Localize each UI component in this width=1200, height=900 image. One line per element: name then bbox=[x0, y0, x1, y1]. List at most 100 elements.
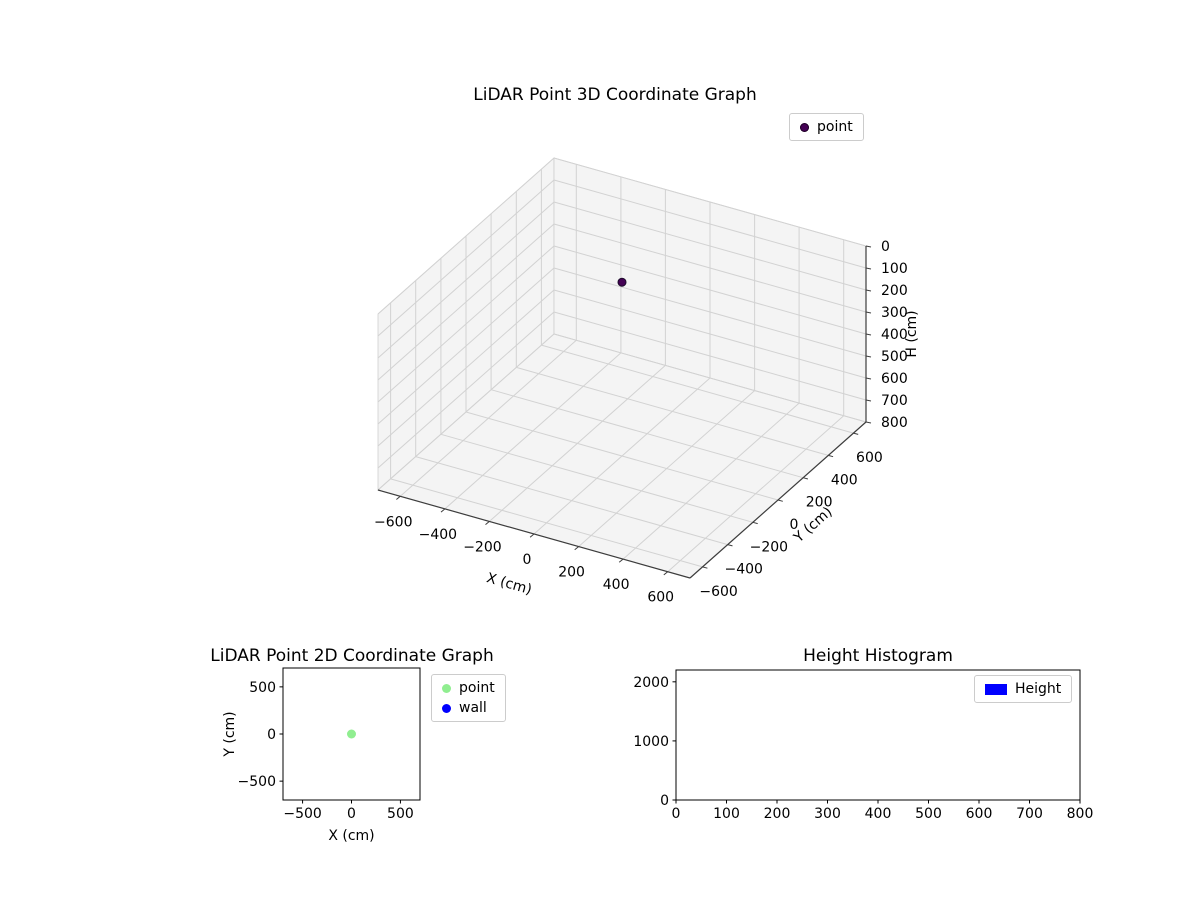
legend-2d: point wall bbox=[431, 674, 506, 722]
x-tick-label: 700 bbox=[1016, 806, 1043, 822]
data-point-2d bbox=[347, 729, 356, 739]
h-tick bbox=[865, 289, 872, 292]
grid-line-h bbox=[377, 157, 555, 315]
x-tick-label: 400 bbox=[865, 806, 892, 822]
point-marker-icon bbox=[800, 122, 809, 132]
hist-title: Height Histogram bbox=[803, 646, 953, 666]
y-tick-label: −500 bbox=[238, 774, 276, 790]
grid-line-y bbox=[390, 478, 703, 568]
point-marker-icon bbox=[442, 683, 451, 693]
x-axis-label: X (cm) bbox=[485, 570, 534, 598]
legend-label-wall-2d: wall bbox=[459, 700, 487, 716]
grid-line-y bbox=[465, 411, 779, 501]
x-tick bbox=[574, 546, 579, 551]
y-tick-label: 500 bbox=[249, 680, 276, 696]
x-tick-label: 0 bbox=[523, 552, 532, 568]
h-tick bbox=[865, 355, 872, 358]
grid-line-h bbox=[553, 289, 867, 379]
grid-line-h bbox=[377, 179, 555, 337]
h-tick-label: 400 bbox=[881, 327, 908, 343]
x-tick bbox=[529, 533, 535, 538]
x-tick bbox=[618, 558, 624, 563]
grid-line-h bbox=[553, 267, 867, 357]
legend-hist: Height bbox=[974, 675, 1073, 703]
h-tick-label: 600 bbox=[881, 371, 908, 387]
plot2d-title: LiDAR Point 2D Coordinate Graph bbox=[210, 646, 494, 666]
y-tick-label: 0 bbox=[660, 793, 669, 809]
x-tick bbox=[485, 521, 490, 525]
y-tick bbox=[752, 521, 758, 525]
x-tick bbox=[440, 508, 446, 513]
grid-line-h bbox=[377, 311, 555, 469]
h-tick-label: 500 bbox=[881, 349, 908, 365]
plot3d-title: LiDAR Point 3D Coordinate Graph bbox=[473, 85, 757, 105]
h-tick-label: 100 bbox=[881, 261, 908, 277]
grid-line-h bbox=[553, 157, 867, 247]
h-tick-label: 300 bbox=[881, 305, 908, 321]
x-tick-label: 0 bbox=[672, 806, 681, 822]
y-tick-label: 200 bbox=[806, 495, 833, 511]
grid-line-h bbox=[553, 201, 867, 291]
legend-entry-wall-2d: wall bbox=[442, 700, 495, 716]
x-axis-label: X (cm) bbox=[328, 828, 374, 844]
h-tick-label: 0 bbox=[881, 239, 890, 255]
h-tick-label: 200 bbox=[881, 283, 908, 299]
y-tick bbox=[853, 432, 859, 435]
x-tick-label: 100 bbox=[713, 806, 740, 822]
h-tick bbox=[865, 399, 872, 402]
hist-axes: 0 100 200 300 400 500 600 700 800 0 1000 2000 bbox=[633, 669, 1094, 822]
x-tick-label: −600 bbox=[374, 514, 412, 530]
grid-line-h bbox=[553, 333, 867, 423]
x-tick-label: 600 bbox=[647, 590, 674, 606]
x-tick-label: 200 bbox=[558, 565, 585, 581]
x-tick-label: 800 bbox=[1067, 806, 1094, 822]
grid-line-y bbox=[490, 389, 804, 479]
y-tick bbox=[802, 477, 809, 480]
plot2d-axes: −500 0 500 −500 0 500 X (cm) Y (cm) bbox=[222, 667, 421, 844]
x-tick bbox=[396, 495, 401, 500]
x-tick-label: 0 bbox=[347, 806, 356, 822]
x-tick-label: 500 bbox=[387, 806, 414, 822]
y-tick bbox=[777, 499, 783, 502]
x-tick-label: 200 bbox=[764, 806, 791, 822]
y-tick-label: 1000 bbox=[633, 734, 669, 750]
wall-marker-icon bbox=[442, 703, 451, 713]
legend-entry-point-3d: point bbox=[800, 119, 853, 135]
legend-entry-height: Height bbox=[985, 681, 1061, 697]
grid-line-h bbox=[553, 245, 867, 335]
legend-entry-point-2d: point bbox=[442, 680, 495, 696]
y-tick-label: 0 bbox=[790, 517, 799, 533]
y-tick-label: 400 bbox=[831, 472, 858, 488]
h-axis-label: H (cm) bbox=[904, 310, 920, 357]
x-tick-label: −200 bbox=[463, 539, 501, 555]
grid-line-h bbox=[553, 311, 867, 401]
y-axis-label: Y (cm) bbox=[222, 711, 238, 757]
y-tick-label: −400 bbox=[724, 562, 762, 578]
h-tick bbox=[865, 267, 872, 270]
x-tick-label: 400 bbox=[603, 577, 630, 593]
x-tick-label: −500 bbox=[283, 806, 321, 822]
grid-line-y bbox=[541, 344, 854, 434]
x-tick-label: 300 bbox=[814, 806, 841, 822]
y-tick-label: −600 bbox=[699, 584, 737, 600]
y-tick-label: −200 bbox=[750, 539, 788, 555]
height-patch-icon bbox=[985, 683, 1007, 695]
legend-label-height: Height bbox=[1015, 681, 1062, 697]
grid-line-h bbox=[377, 267, 555, 425]
data-point-3d bbox=[617, 277, 627, 287]
grid-line-y bbox=[440, 433, 754, 523]
grid-line-h bbox=[377, 245, 555, 403]
y-tick-label: 2000 bbox=[633, 675, 669, 691]
x-tick-label: −400 bbox=[419, 527, 457, 543]
legend-label-point-2d: point bbox=[459, 680, 495, 696]
legend-label-point-3d: point bbox=[817, 119, 853, 135]
grid-line-h bbox=[553, 223, 867, 313]
grid-line-y bbox=[516, 366, 829, 456]
h-tick bbox=[865, 311, 872, 314]
h-tick-label: 700 bbox=[881, 393, 908, 409]
h-tick bbox=[865, 377, 872, 380]
x-tick bbox=[663, 571, 669, 576]
h-tick-label: 800 bbox=[881, 415, 908, 431]
